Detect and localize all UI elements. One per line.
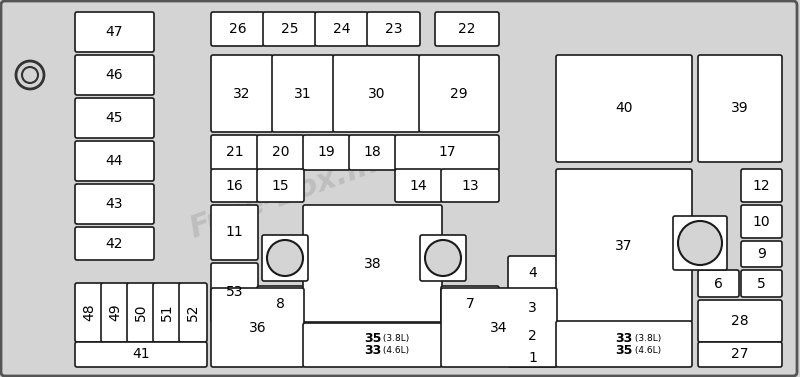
Text: 42: 42	[106, 236, 123, 250]
Text: 29: 29	[450, 86, 468, 101]
FancyBboxPatch shape	[211, 205, 258, 260]
FancyBboxPatch shape	[395, 135, 499, 170]
Text: (3.8L): (3.8L)	[381, 334, 410, 343]
FancyBboxPatch shape	[741, 169, 782, 202]
FancyBboxPatch shape	[349, 135, 396, 170]
Text: 25: 25	[281, 22, 298, 36]
Text: 23: 23	[385, 22, 402, 36]
FancyBboxPatch shape	[262, 235, 308, 281]
FancyBboxPatch shape	[75, 227, 154, 260]
Text: 36: 36	[249, 320, 266, 334]
Text: 52: 52	[186, 304, 200, 321]
Text: (3.8L): (3.8L)	[632, 334, 662, 342]
Text: 49: 49	[108, 304, 122, 321]
Text: 10: 10	[753, 215, 770, 228]
FancyBboxPatch shape	[556, 55, 692, 162]
FancyBboxPatch shape	[101, 283, 129, 342]
FancyBboxPatch shape	[556, 321, 692, 367]
FancyBboxPatch shape	[441, 169, 499, 202]
Text: 19: 19	[318, 146, 335, 159]
Text: 37: 37	[615, 239, 633, 253]
Text: 38: 38	[364, 256, 382, 271]
Text: 15: 15	[272, 178, 290, 193]
Text: 33: 33	[615, 331, 633, 345]
FancyBboxPatch shape	[508, 293, 557, 322]
FancyBboxPatch shape	[75, 12, 154, 52]
FancyBboxPatch shape	[741, 270, 782, 297]
FancyBboxPatch shape	[272, 55, 334, 132]
FancyBboxPatch shape	[367, 12, 420, 46]
FancyBboxPatch shape	[698, 300, 782, 342]
FancyBboxPatch shape	[420, 235, 466, 281]
FancyBboxPatch shape	[211, 135, 258, 170]
Text: 32: 32	[234, 86, 250, 101]
FancyBboxPatch shape	[419, 55, 499, 132]
FancyBboxPatch shape	[211, 55, 273, 132]
FancyBboxPatch shape	[673, 216, 727, 270]
Text: 18: 18	[364, 146, 382, 159]
Text: 21: 21	[226, 146, 243, 159]
Text: 46: 46	[106, 68, 123, 82]
Text: 6: 6	[714, 276, 723, 291]
FancyBboxPatch shape	[441, 288, 557, 367]
FancyBboxPatch shape	[211, 12, 264, 46]
FancyBboxPatch shape	[257, 286, 304, 322]
Text: 1: 1	[528, 351, 537, 365]
Text: 11: 11	[226, 225, 243, 239]
Text: 44: 44	[106, 154, 123, 168]
Text: 43: 43	[106, 197, 123, 211]
FancyBboxPatch shape	[698, 270, 739, 297]
FancyBboxPatch shape	[75, 141, 154, 181]
Text: 17: 17	[438, 146, 456, 159]
FancyBboxPatch shape	[741, 241, 782, 267]
FancyBboxPatch shape	[698, 342, 782, 367]
Text: (4.6L): (4.6L)	[632, 345, 661, 354]
Text: Fuse-Box.info: Fuse-Box.info	[186, 136, 414, 244]
Text: 27: 27	[731, 348, 749, 362]
FancyBboxPatch shape	[508, 321, 557, 350]
Text: 30: 30	[368, 86, 386, 101]
Text: 34: 34	[490, 320, 508, 334]
Text: 7: 7	[466, 297, 474, 311]
FancyBboxPatch shape	[179, 283, 207, 342]
FancyBboxPatch shape	[303, 205, 442, 322]
FancyBboxPatch shape	[263, 12, 316, 46]
Text: 20: 20	[272, 146, 290, 159]
Text: 24: 24	[333, 22, 350, 36]
Text: 33: 33	[364, 345, 381, 357]
FancyBboxPatch shape	[508, 256, 557, 290]
FancyBboxPatch shape	[257, 135, 304, 170]
Text: 51: 51	[160, 304, 174, 321]
Circle shape	[267, 240, 303, 276]
Text: 8: 8	[276, 297, 285, 311]
Text: 35: 35	[364, 333, 381, 345]
FancyBboxPatch shape	[75, 55, 154, 95]
FancyBboxPatch shape	[741, 205, 782, 238]
Circle shape	[16, 61, 44, 89]
Circle shape	[425, 240, 461, 276]
FancyBboxPatch shape	[211, 169, 258, 202]
FancyBboxPatch shape	[211, 263, 258, 322]
Text: 31: 31	[294, 86, 312, 101]
Text: 35: 35	[615, 343, 633, 357]
Text: 28: 28	[731, 314, 749, 328]
Text: 50: 50	[134, 304, 148, 321]
Text: 16: 16	[226, 178, 243, 193]
Text: 48: 48	[82, 304, 96, 321]
Text: 39: 39	[731, 101, 749, 115]
Text: 13: 13	[461, 178, 479, 193]
Text: 12: 12	[753, 178, 770, 193]
FancyBboxPatch shape	[556, 169, 692, 322]
Text: 41: 41	[132, 348, 150, 362]
Text: 22: 22	[458, 22, 476, 36]
Text: 9: 9	[757, 247, 766, 261]
Text: 3: 3	[528, 300, 537, 314]
FancyBboxPatch shape	[257, 169, 304, 202]
FancyBboxPatch shape	[127, 283, 155, 342]
FancyBboxPatch shape	[441, 286, 499, 322]
Text: 53: 53	[226, 285, 243, 299]
FancyBboxPatch shape	[698, 55, 782, 162]
FancyBboxPatch shape	[395, 169, 442, 202]
FancyBboxPatch shape	[435, 12, 499, 46]
